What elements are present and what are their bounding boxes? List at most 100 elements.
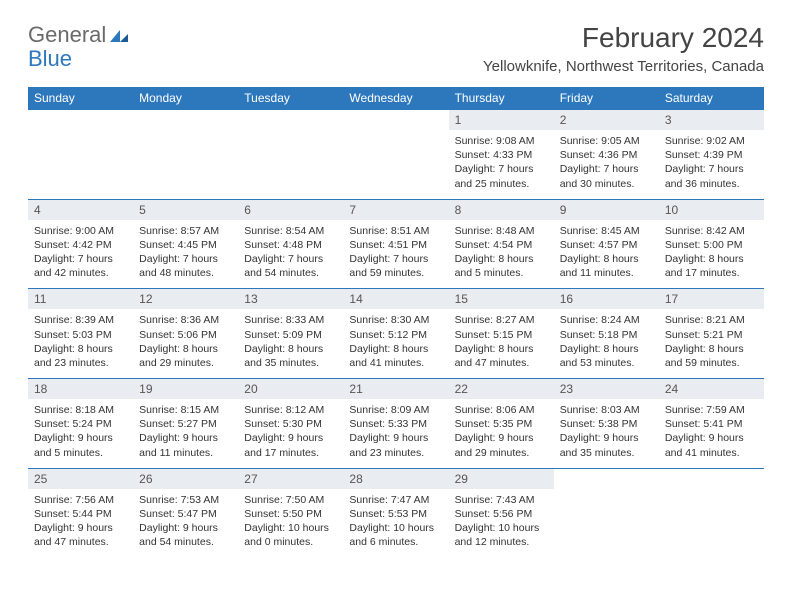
daylight-text-1: Daylight: 8 hours — [455, 342, 548, 356]
weekday-header: Sunday — [28, 87, 133, 110]
day-number-cell: 29 — [449, 468, 554, 489]
daylight-text-2: and 35 minutes. — [560, 446, 653, 460]
day-number-cell: 7 — [343, 199, 448, 220]
daylight-text-1: Daylight: 8 hours — [244, 342, 337, 356]
sunrise-text: Sunrise: 8:54 AM — [244, 224, 337, 238]
sunrise-text: Sunrise: 8:12 AM — [244, 403, 337, 417]
sunrise-text: Sunrise: 9:08 AM — [455, 134, 548, 148]
sunset-text: Sunset: 5:33 PM — [349, 417, 442, 431]
daylight-text-1: Daylight: 9 hours — [455, 431, 548, 445]
day-content-cell: Sunrise: 7:53 AMSunset: 5:47 PMDaylight:… — [133, 489, 238, 558]
sunrise-text: Sunrise: 8:45 AM — [560, 224, 653, 238]
day-number-cell: 21 — [343, 379, 448, 400]
sunrise-text: Sunrise: 7:56 AM — [34, 493, 127, 507]
daynum-row: 18192021222324 — [28, 379, 764, 400]
weekday-header: Thursday — [449, 87, 554, 110]
daylight-text-2: and 25 minutes. — [455, 177, 548, 191]
day-number-cell — [343, 110, 448, 131]
sunrise-text: Sunrise: 8:03 AM — [560, 403, 653, 417]
day-content-cell: Sunrise: 7:59 AMSunset: 5:41 PMDaylight:… — [659, 399, 764, 468]
day-content-cell: Sunrise: 7:56 AMSunset: 5:44 PMDaylight:… — [28, 489, 133, 558]
sunset-text: Sunset: 4:54 PM — [455, 238, 548, 252]
sunset-text: Sunset: 5:12 PM — [349, 328, 442, 342]
sunset-text: Sunset: 4:48 PM — [244, 238, 337, 252]
sunrise-text: Sunrise: 8:09 AM — [349, 403, 442, 417]
sunrise-text: Sunrise: 8:21 AM — [665, 313, 758, 327]
day-content-cell: Sunrise: 8:57 AMSunset: 4:45 PMDaylight:… — [133, 220, 238, 289]
logo: General — [28, 22, 130, 48]
day-content-cell: Sunrise: 8:45 AMSunset: 4:57 PMDaylight:… — [554, 220, 659, 289]
daynum-row: 45678910 — [28, 199, 764, 220]
weekday-header: Monday — [133, 87, 238, 110]
daylight-text-1: Daylight: 7 hours — [139, 252, 232, 266]
daylight-text-2: and 35 minutes. — [244, 356, 337, 370]
day-content-cell: Sunrise: 9:08 AMSunset: 4:33 PMDaylight:… — [449, 130, 554, 199]
sunset-text: Sunset: 5:30 PM — [244, 417, 337, 431]
day-content-cell: Sunrise: 7:43 AMSunset: 5:56 PMDaylight:… — [449, 489, 554, 558]
daylight-text-2: and 54 minutes. — [139, 535, 232, 549]
daylight-text-1: Daylight: 8 hours — [560, 252, 653, 266]
daylight-text-2: and 54 minutes. — [244, 266, 337, 280]
daylight-text-2: and 47 minutes. — [455, 356, 548, 370]
day-number-cell: 9 — [554, 199, 659, 220]
daylight-text-1: Daylight: 9 hours — [244, 431, 337, 445]
sunrise-text: Sunrise: 7:43 AM — [455, 493, 548, 507]
daylight-text-1: Daylight: 9 hours — [665, 431, 758, 445]
day-content-cell: Sunrise: 8:06 AMSunset: 5:35 PMDaylight:… — [449, 399, 554, 468]
day-content-cell: Sunrise: 8:15 AMSunset: 5:27 PMDaylight:… — [133, 399, 238, 468]
day-number-cell: 11 — [28, 289, 133, 310]
sunrise-text: Sunrise: 7:53 AM — [139, 493, 232, 507]
daylight-text-2: and 59 minutes. — [665, 356, 758, 370]
daylight-text-1: Daylight: 10 hours — [349, 521, 442, 535]
day-number-cell: 25 — [28, 468, 133, 489]
daylight-text-1: Daylight: 8 hours — [665, 252, 758, 266]
day-content-cell: Sunrise: 8:12 AMSunset: 5:30 PMDaylight:… — [238, 399, 343, 468]
logo-mark-icon — [110, 28, 128, 47]
daylight-text-1: Daylight: 9 hours — [560, 431, 653, 445]
sunrise-text: Sunrise: 8:39 AM — [34, 313, 127, 327]
title-block: February 2024 Yellowknife, Northwest Ter… — [483, 22, 764, 75]
day-content-cell — [343, 130, 448, 199]
daylight-text-2: and 17 minutes. — [244, 446, 337, 460]
content-row: Sunrise: 7:56 AMSunset: 5:44 PMDaylight:… — [28, 489, 764, 558]
day-content-cell: Sunrise: 8:48 AMSunset: 4:54 PMDaylight:… — [449, 220, 554, 289]
daylight-text-1: Daylight: 7 hours — [34, 252, 127, 266]
daynum-row: 123 — [28, 110, 764, 131]
content-row: Sunrise: 8:39 AMSunset: 5:03 PM Daylight:… — [28, 309, 764, 378]
content-row: Sunrise: 8:18 AMSunset: 5:24 PM Daylight:… — [28, 399, 764, 468]
sunset-text: Sunset: 5:03 PM — [34, 328, 127, 342]
daylight-text-2: and 48 minutes. — [139, 266, 232, 280]
day-number-cell — [659, 468, 764, 489]
day-number-cell — [28, 110, 133, 131]
daylight-text-1: Daylight: 8 hours — [139, 342, 232, 356]
day-number-cell: 10 — [659, 199, 764, 220]
day-number-cell: 17 — [659, 289, 764, 310]
daylight-text-1: Daylight: 8 hours — [560, 342, 653, 356]
day-number-cell: 6 — [238, 199, 343, 220]
sunset-text: Sunset: 4:39 PM — [665, 148, 758, 162]
daylight-text-2: and 53 minutes. — [560, 356, 653, 370]
day-number-cell: 28 — [343, 468, 448, 489]
sunset-text: Sunset: 5:50 PM — [244, 507, 337, 521]
sunset-text: Sunset: 5:24 PM — [34, 417, 127, 431]
daylight-text-2: and 41 minutes. — [665, 446, 758, 460]
sunset-text: Sunset: 5:06 PM — [139, 328, 232, 342]
day-content-cell: Sunrise: 8:09 AMSunset: 5:33 PMDaylight:… — [343, 399, 448, 468]
daylight-text-2: and 29 minutes. — [455, 446, 548, 460]
day-content-cell — [238, 130, 343, 199]
weekday-header: Wednesday — [343, 87, 448, 110]
day-content-cell: Sunrise: 8:36 AMSunset: 5:06 PMDaylight:… — [133, 309, 238, 378]
day-number-cell: 13 — [238, 289, 343, 310]
day-number-cell: 2 — [554, 110, 659, 131]
daylight-text-1: Daylight: 10 hours — [455, 521, 548, 535]
day-number-cell: 15 — [449, 289, 554, 310]
daylight-text-2: and 23 minutes. — [34, 356, 127, 370]
day-number-cell: 3 — [659, 110, 764, 131]
day-number-cell: 5 — [133, 199, 238, 220]
sunrise-text: Sunrise: 8:18 AM — [34, 403, 127, 417]
sunrise-text: Sunrise: 8:51 AM — [349, 224, 442, 238]
daylight-text-1: Daylight: 7 hours — [455, 162, 548, 176]
weekday-header: Tuesday — [238, 87, 343, 110]
sunset-text: Sunset: 5:09 PM — [244, 328, 337, 342]
weekday-header-row: Sunday Monday Tuesday Wednesday Thursday… — [28, 87, 764, 110]
